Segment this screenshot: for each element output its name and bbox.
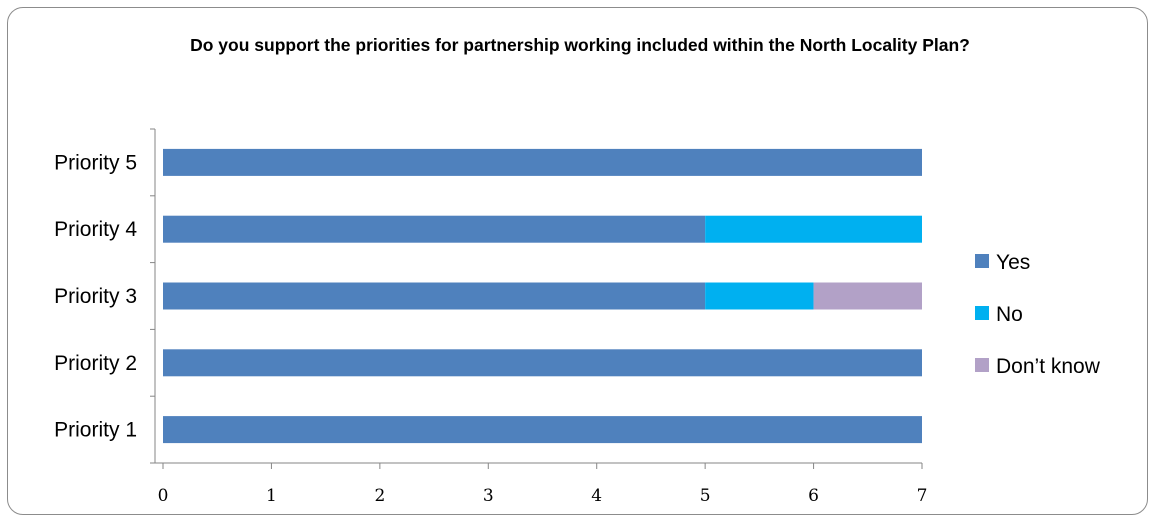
labels-group: Priority 1 Priority 2 Priority 3 Priority 4… <box>54 151 927 506</box>
x-tick-label: 0 <box>158 486 169 506</box>
chart-title: Do you support the priorities for partne… <box>190 35 970 55</box>
legend-label: Yes <box>996 251 1030 274</box>
bar-priority-5-series-0 <box>163 148 922 176</box>
legend-label: No <box>996 303 1023 326</box>
category-label: Priority 5 <box>54 151 137 174</box>
x-tick-label: 7 <box>917 486 928 506</box>
x-tick-label: 5 <box>700 486 711 506</box>
legend: Yes No Don’t know <box>975 251 1101 378</box>
bar-priority-4-series-0 <box>163 215 706 243</box>
x-tick-label: 2 <box>374 486 385 506</box>
bar-priority-3-series-0 <box>163 282 706 310</box>
bar-priority-3-series-1 <box>705 282 814 310</box>
x-tick-label: 4 <box>591 486 602 506</box>
bars-group <box>163 148 922 444</box>
category-label: Priority 4 <box>54 218 137 241</box>
legend-swatch <box>975 254 989 268</box>
category-label: Priority 1 <box>54 419 137 442</box>
bar-priority-3-series-2 <box>813 282 922 310</box>
category-label: Priority 3 <box>54 285 137 308</box>
axes-group <box>150 128 923 469</box>
legend-label: Don’t know <box>996 355 1101 378</box>
x-tick-label: 1 <box>266 486 277 506</box>
category-label: Priority 2 <box>54 352 137 375</box>
x-tick-label: 3 <box>483 486 494 506</box>
legend-swatch <box>975 306 989 320</box>
bar-priority-1-series-0 <box>163 416 922 444</box>
bar-priority-2-series-0 <box>163 349 922 377</box>
legend-swatch <box>975 358 989 372</box>
x-tick-label: 6 <box>808 486 819 506</box>
bar-priority-4-series-1 <box>705 215 922 243</box>
